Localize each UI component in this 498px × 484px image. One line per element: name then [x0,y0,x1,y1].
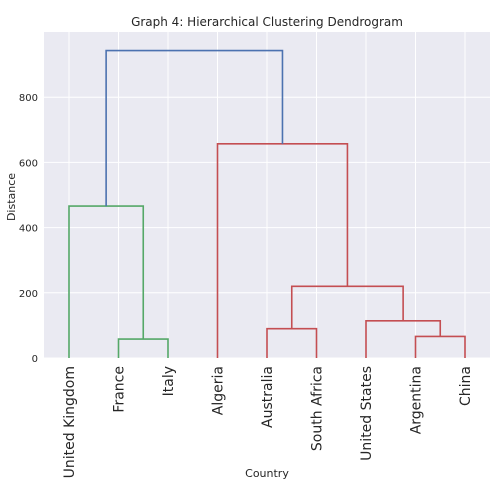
x-tick-label: France [112,366,128,413]
x-tick-label: China [458,366,474,406]
x-tick-label: Argentina [409,366,425,434]
x-tick-label: Algeria [211,366,227,415]
x-tick-label: South Africa [310,366,326,451]
y-tick-label: 400 [19,224,38,235]
y-tick-label: 200 [19,289,38,300]
y-tick-label: 800 [19,93,38,104]
x-tick-label: Italy [161,366,177,396]
x-tick-label: United Kingdom [62,366,78,478]
x-tick-label: Australia [260,366,276,428]
y-tick-label: 0 [32,354,38,365]
chart-title: Graph 4: Hierarchical Clustering Dendrog… [131,15,403,29]
x-axis-ticks: United Kingdom France Italy Algeria Australi… [62,366,474,478]
x-axis-label: Country [245,467,289,480]
y-tick-label: 600 [19,158,38,169]
y-axis-label: Distance [5,173,18,221]
y-axis-ticks: 0 200 400 600 800 [19,93,38,365]
x-tick-label: United States [359,366,375,461]
